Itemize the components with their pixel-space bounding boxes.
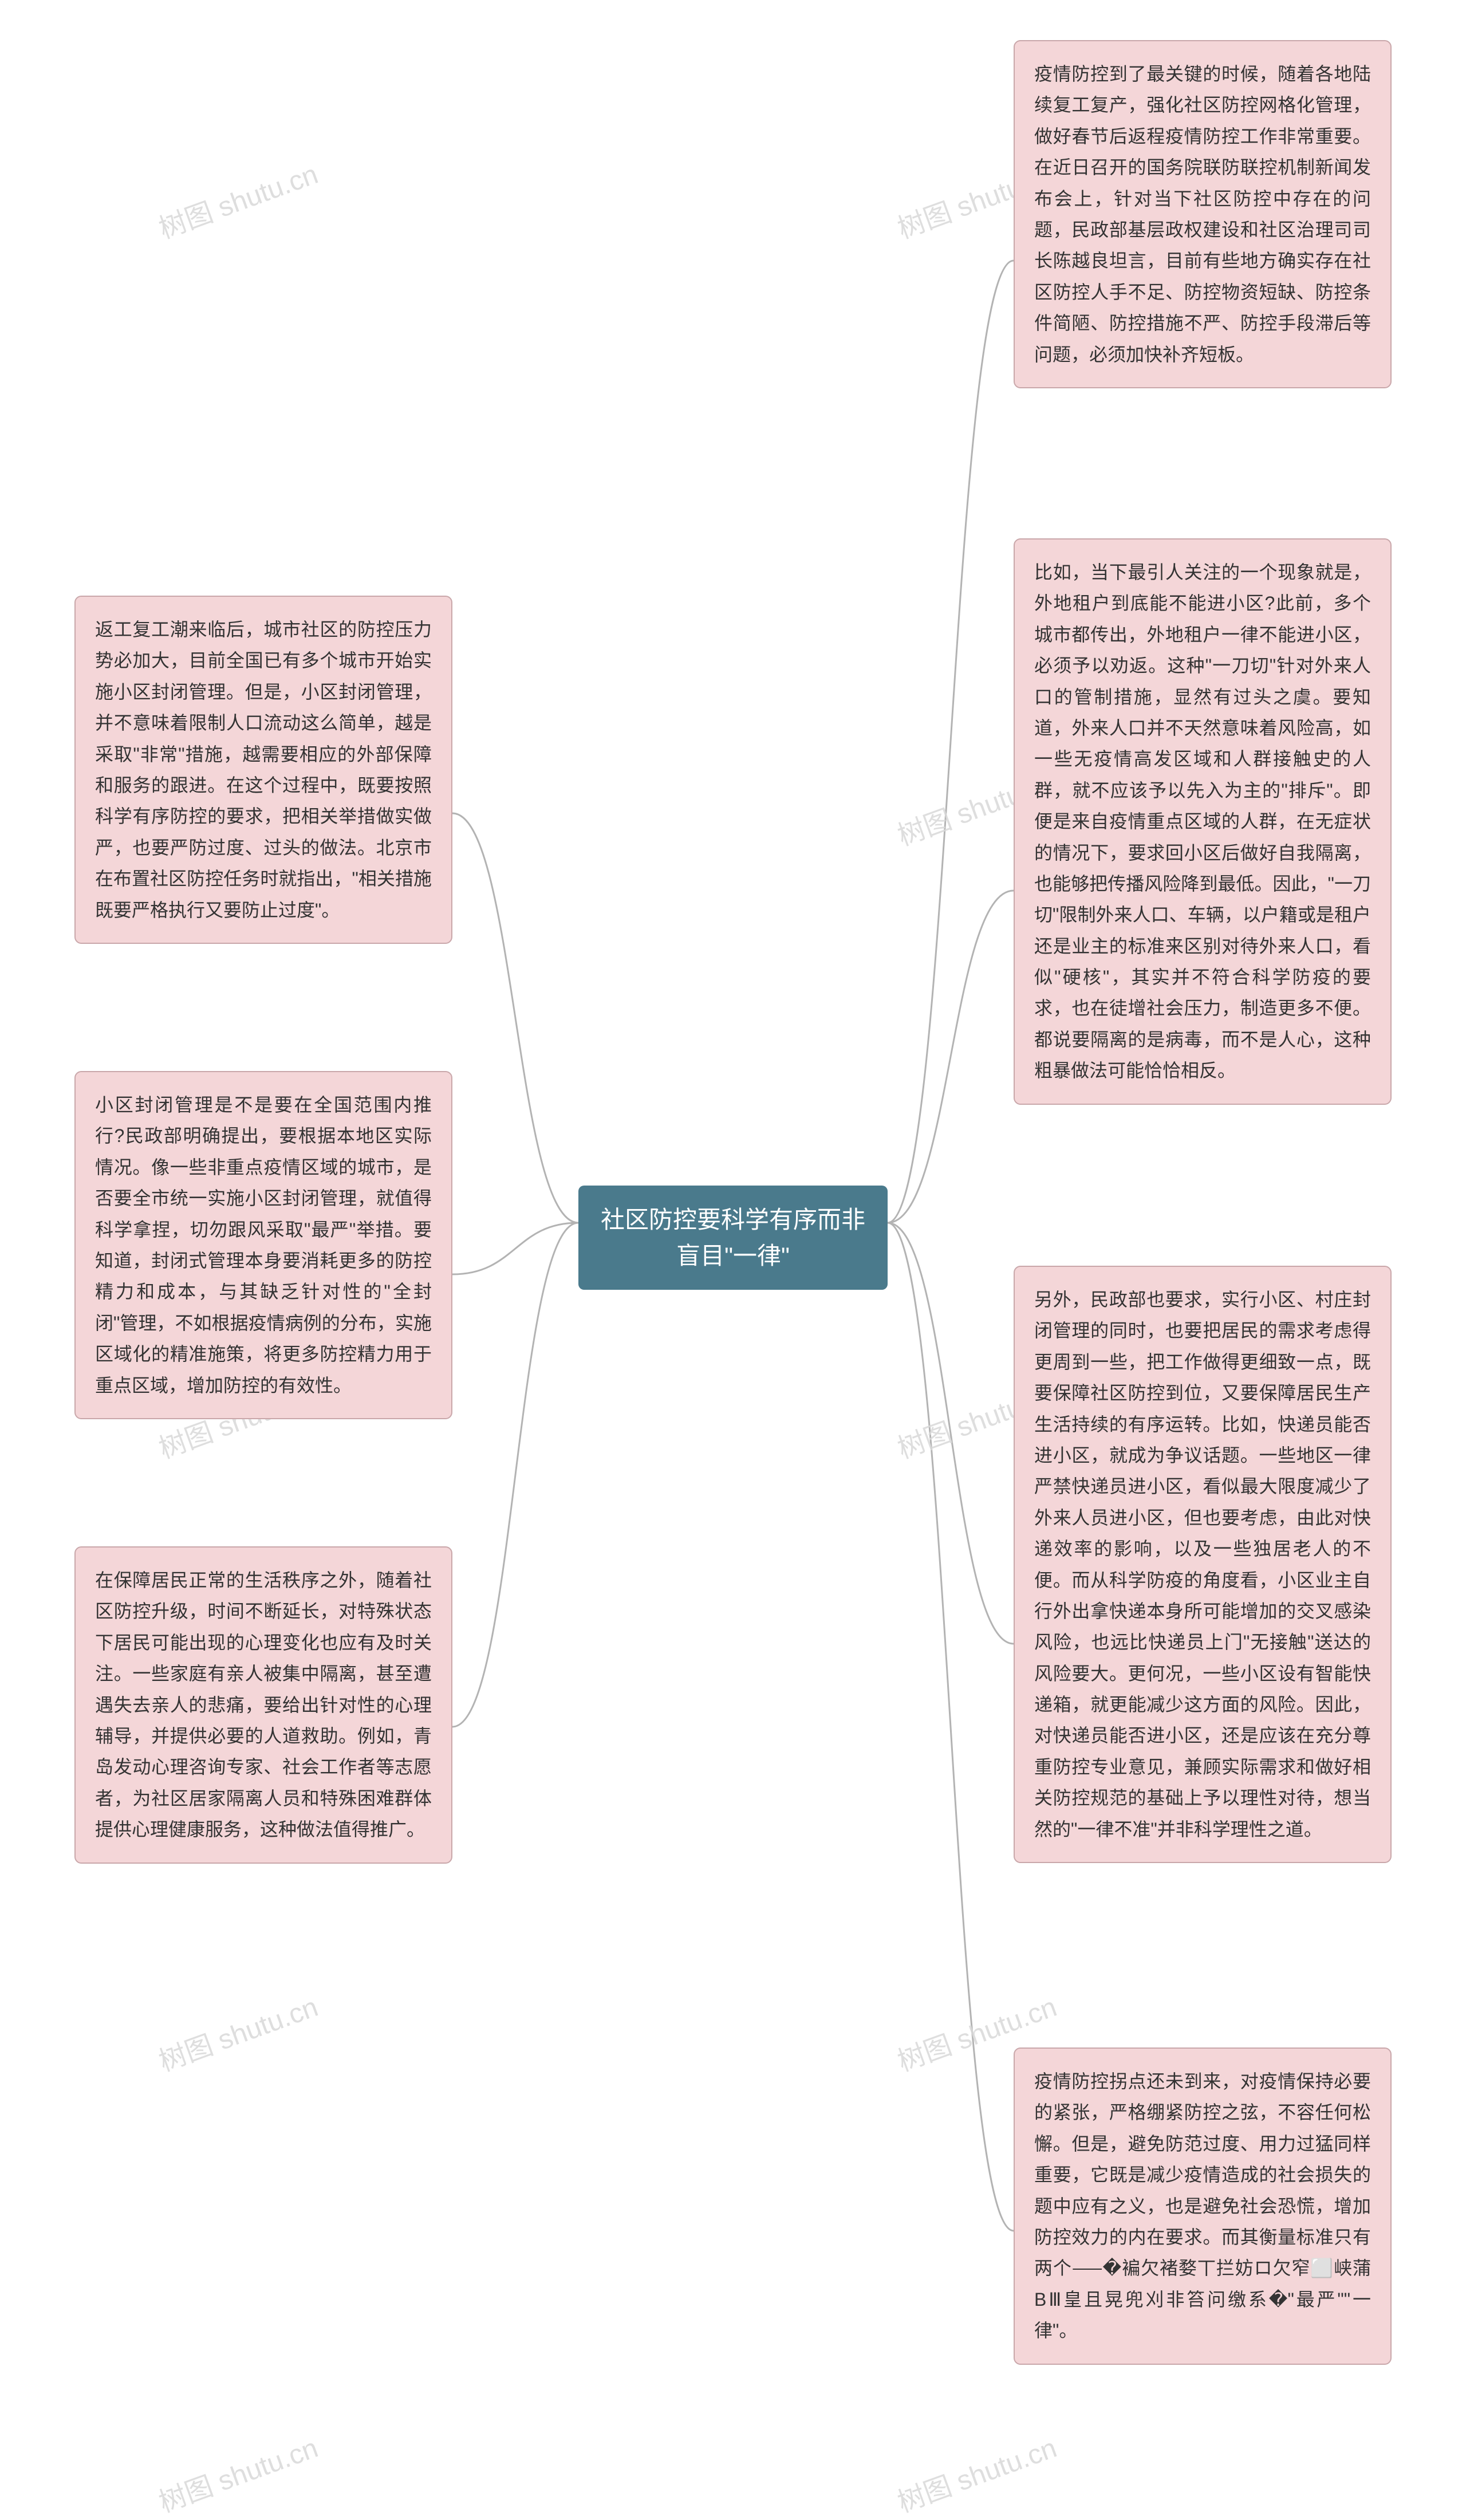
connector: [452, 1223, 578, 1274]
watermark: 树图 shutu.cn: [152, 2426, 322, 2520]
connector: [888, 1223, 1014, 2231]
connector: [452, 813, 578, 1223]
watermark: 树图 shutu.cn: [152, 152, 322, 246]
connector: [452, 1223, 578, 1727]
child-node-R3[interactable]: 另外，民政部也要求，实行小区、村庄封闭管理的同时，也要把居民的需求考虑得更周到一…: [1014, 1266, 1392, 1863]
child-node-L2[interactable]: 小区封闭管理是不是要在全国范围内推行?民政部明确提出，要根据本地区实际情况。像一…: [74, 1071, 452, 1419]
watermark: 树图 shutu.cn: [152, 1984, 322, 2079]
connector: [888, 891, 1014, 1223]
child-node-R1[interactable]: 疫情防控到了最关键的时候，随着各地陆续复工复产，强化社区防控网格化管理，做好春节…: [1014, 40, 1392, 388]
root-node[interactable]: 社区防控要科学有序而非盲目"一律": [578, 1186, 888, 1290]
connector: [888, 1223, 1014, 1644]
child-node-R4[interactable]: 疫情防控拐点还未到来，对疫情保持必要的紧张，严格绷紧防控之弦，不容任何松懈。但是…: [1014, 2048, 1392, 2365]
connector: [888, 261, 1014, 1223]
child-node-R2[interactable]: 比如，当下最引人关注的一个现象就是，外地租户到底能不能进小区?此前，多个城市都传…: [1014, 538, 1392, 1105]
child-node-L1[interactable]: 返工复工潮来临后，城市社区的防控压力势必加大，目前全国已有多个城市开始实施小区封…: [74, 596, 452, 944]
watermark: 树图 shutu.cn: [891, 2426, 1061, 2520]
child-node-L3[interactable]: 在保障居民正常的生活秩序之外，随着社区防控升级，时间不断延长，对特殊状态下居民可…: [74, 1546, 452, 1864]
mindmap-canvas: 树图 shutu.cn 树图 shutu.cn 树图 shutu.cn 树图 s…: [0, 0, 1466, 2486]
